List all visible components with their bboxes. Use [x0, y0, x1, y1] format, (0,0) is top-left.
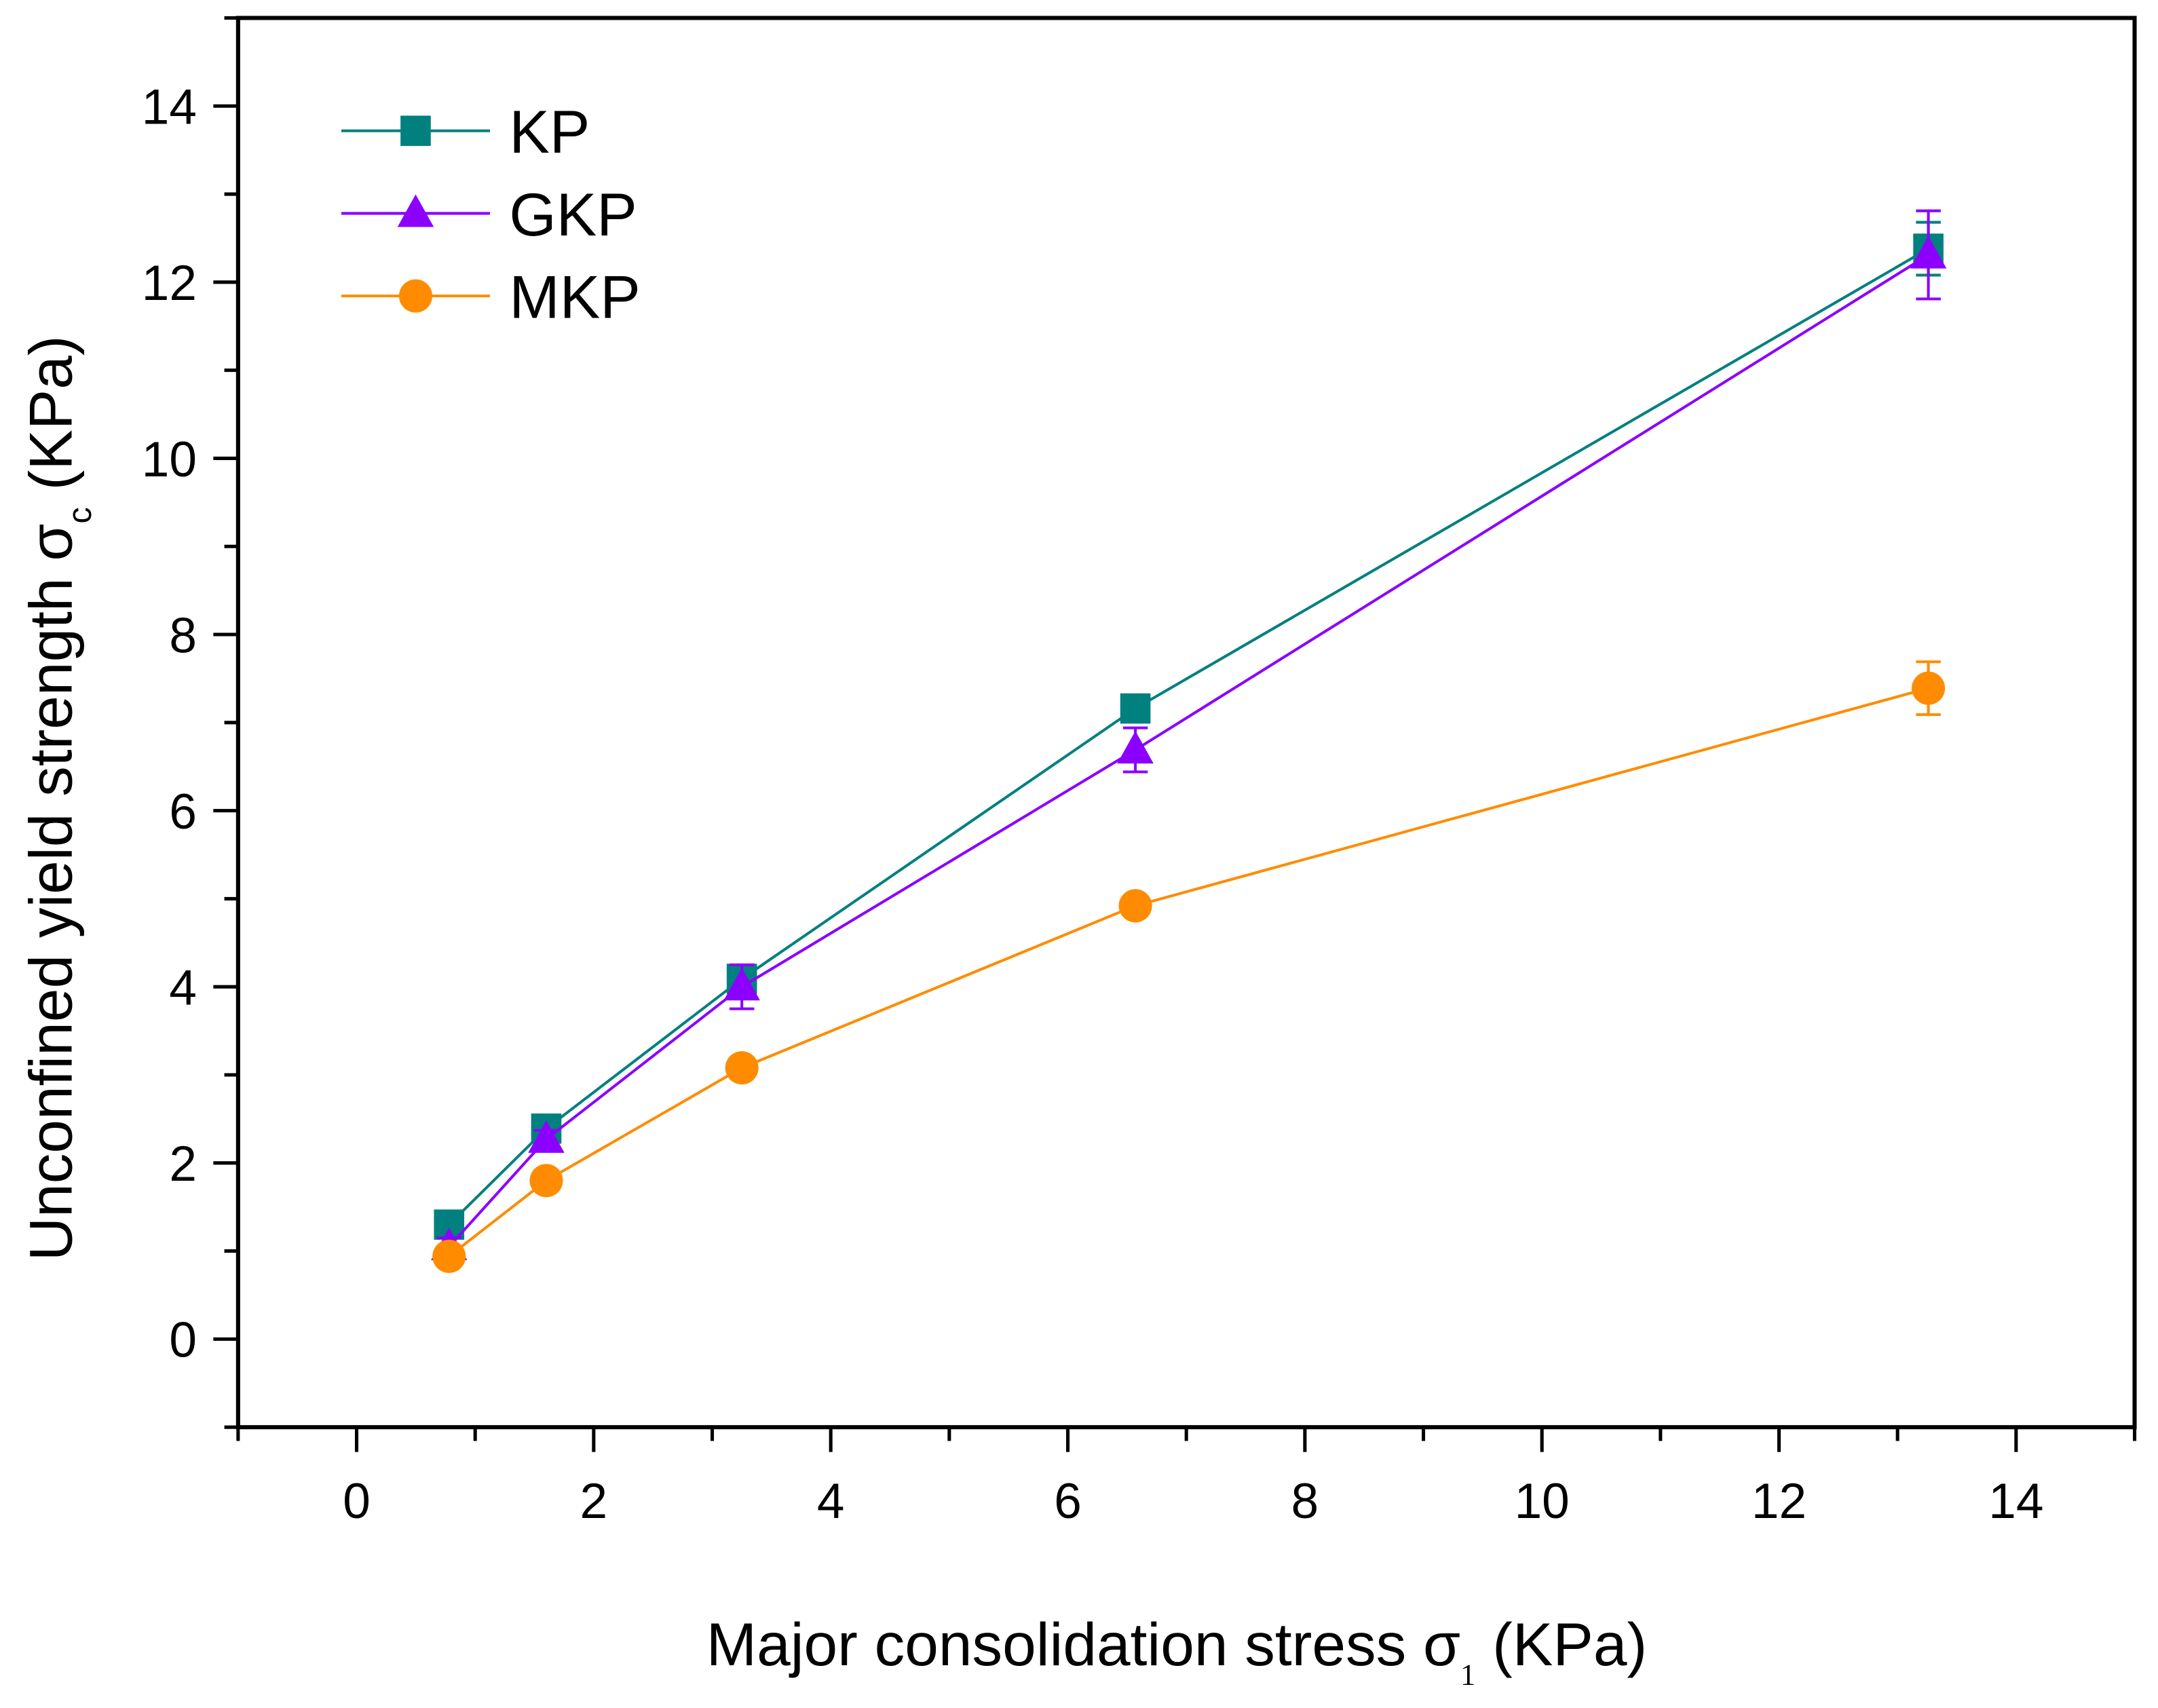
y-tick-label: 14: [142, 80, 197, 135]
y-tick-label: 0: [169, 1313, 197, 1368]
data-point: [1910, 235, 1947, 269]
data-point: [1912, 671, 1946, 705]
legend: KP GKP MKP: [341, 98, 641, 331]
data-point: [1118, 889, 1152, 923]
plot-area: [430, 209, 1947, 1273]
series-mkp: [432, 660, 1946, 1273]
data-point: [725, 1051, 759, 1085]
legend-marker-triangle-icon: [397, 194, 434, 227]
series-line: [448, 253, 1929, 1248]
data-point: [432, 1239, 466, 1273]
legend-item-mkp: MKP: [341, 263, 641, 331]
series-kp: [434, 221, 1944, 1240]
legend-label: GKP: [509, 181, 637, 248]
x-tick-label: 14: [1988, 1474, 2043, 1529]
data-point: [1120, 693, 1151, 724]
x-tick-label: 10: [1515, 1474, 1570, 1529]
x-tick-label: 12: [1752, 1474, 1806, 1529]
x-tick-label: 6: [1054, 1474, 1082, 1529]
legend-marker-square-icon: [400, 115, 431, 147]
data-point: [1117, 731, 1154, 764]
y-tick-label: 10: [142, 432, 197, 487]
legend-marker-circle-icon: [398, 279, 433, 313]
y-tick-label: 12: [142, 256, 197, 311]
axes: 0 2 4 6 8 10 12 14 0 2 4 6 8 10 12 14: [142, 16, 2137, 1529]
y-axis-label: Unconfined yield strength σc (KPa): [16, 335, 98, 1261]
x-tick-label: 4: [817, 1474, 845, 1529]
series-line: [448, 687, 1929, 1257]
x-tick-label: 8: [1291, 1474, 1319, 1529]
data-point: [528, 1120, 565, 1153]
x-tick-label: 2: [580, 1474, 608, 1529]
legend-item-kp: KP: [341, 98, 590, 166]
y-tick-label: 2: [169, 1137, 197, 1192]
x-tick-label: 0: [343, 1474, 371, 1529]
data-point: [529, 1164, 563, 1198]
legend-item-gkp: GKP: [341, 181, 637, 248]
y-tick-label: 8: [169, 608, 197, 663]
legend-label: KP: [509, 98, 590, 166]
y-tick-label: 4: [169, 961, 197, 1016]
data-point: [723, 968, 760, 1001]
series-gkp: [430, 209, 1947, 1261]
y-tick-label: 6: [169, 784, 197, 839]
series-line: [448, 247, 1929, 1226]
x-axis-label: Major consolidation stress σ1 (KPa): [706, 1610, 1647, 1691]
legend-label: MKP: [509, 263, 640, 331]
